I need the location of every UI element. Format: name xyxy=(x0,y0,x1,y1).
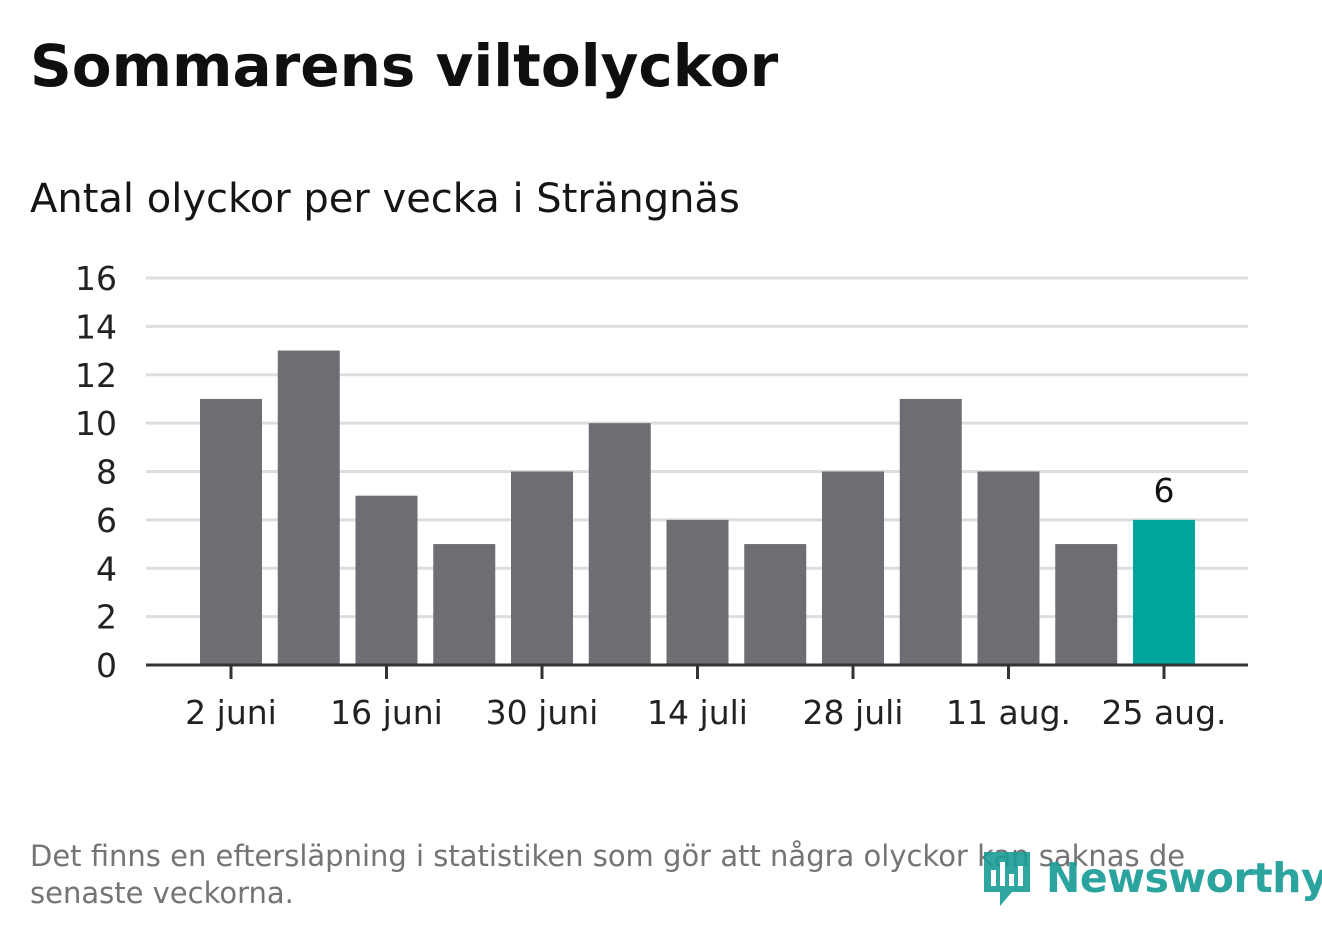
x-tick-label: 11 aug. xyxy=(946,693,1071,732)
newsworthy-logo-text: Newsworthy xyxy=(1046,854,1322,902)
bar xyxy=(822,471,884,665)
chart-subtitle: Antal olyckor per vecka i Strängnäs xyxy=(30,176,740,222)
newsworthy-logo-icon xyxy=(984,852,1030,906)
x-tick-label: 25 aug. xyxy=(1101,693,1226,732)
bar xyxy=(511,471,573,665)
y-tick-label: 6 xyxy=(96,501,117,540)
y-tick-label: 8 xyxy=(96,453,117,492)
newsworthy-logo: Newsworthy xyxy=(980,846,1322,910)
bar xyxy=(977,471,1040,665)
bar xyxy=(277,350,340,665)
x-tick-label: 30 juni xyxy=(486,693,599,732)
chart-title: Sommarens viltolyckor xyxy=(30,32,779,100)
bar xyxy=(1055,544,1118,665)
bar xyxy=(1133,519,1195,665)
bar xyxy=(200,398,262,665)
bar xyxy=(433,544,496,665)
y-tick-label: 2 xyxy=(96,598,117,637)
bar-chart: 0 2 4 6 8 10 12 14 16 6 2 juni 16 juni 30 juni 14 jul… xyxy=(75,259,1248,732)
y-tick-label: 10 xyxy=(75,404,117,443)
bar xyxy=(744,544,807,665)
x-tick-label: 2 juni xyxy=(185,693,277,732)
x-tick-label: 14 juli xyxy=(647,693,748,732)
y-tick-label: 0 xyxy=(96,646,117,685)
data-label: 6 xyxy=(1154,471,1175,510)
x-tick-label: 16 juni xyxy=(330,693,443,732)
y-tick-label: 12 xyxy=(75,356,117,395)
y-tick-label: 14 xyxy=(75,307,117,346)
bar xyxy=(588,423,651,665)
x-tick-label: 28 juli xyxy=(803,693,904,732)
y-tick-label: 16 xyxy=(75,259,117,298)
bar xyxy=(355,495,418,665)
y-tick-label: 4 xyxy=(96,549,117,588)
bar xyxy=(666,519,729,665)
bar xyxy=(899,398,962,665)
